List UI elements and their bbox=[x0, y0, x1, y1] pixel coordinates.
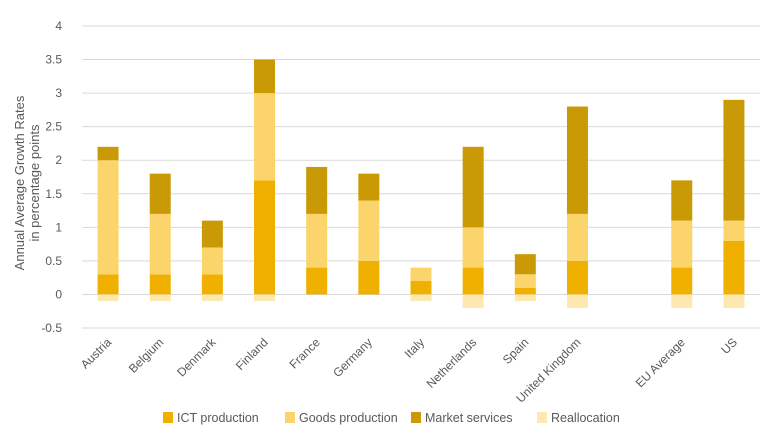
bar-segment bbox=[201, 274, 223, 295]
y-tick-label: -0.5 bbox=[41, 321, 62, 335]
bar-segment bbox=[566, 213, 588, 261]
y-tick-label: 3 bbox=[55, 86, 62, 100]
legend-label: Reallocation bbox=[551, 411, 620, 425]
bar-segment bbox=[306, 213, 328, 268]
x-tick-label: Denmark bbox=[174, 335, 219, 380]
bar-segment bbox=[566, 260, 588, 295]
legend-label: ICT production bbox=[177, 411, 259, 425]
bar-segment bbox=[514, 274, 536, 288]
bar-segment bbox=[514, 287, 536, 295]
y-tick-label: 1 bbox=[55, 220, 62, 234]
y-tick-label: 1.5 bbox=[45, 187, 62, 201]
bar-segment bbox=[723, 240, 745, 295]
bar-segment bbox=[201, 247, 223, 275]
bar-segment bbox=[149, 294, 171, 302]
bar-segment bbox=[462, 227, 484, 268]
y-axis-ticks: -0.5 0 0.5 1 1.5 2 2.5 3 3.5 4 bbox=[41, 19, 62, 335]
bar-segment bbox=[97, 294, 119, 302]
bar-segment bbox=[462, 294, 484, 308]
bar-segment bbox=[462, 267, 484, 295]
x-tick-label: Austria bbox=[78, 335, 115, 372]
x-tick-label: EU Average bbox=[633, 335, 688, 390]
bar-segment bbox=[254, 93, 276, 181]
x-tick-label: Germany bbox=[330, 335, 375, 380]
bar-segment bbox=[410, 294, 432, 302]
y-tick-label: 0.5 bbox=[45, 254, 62, 268]
y-tick-label: 2.5 bbox=[45, 120, 62, 134]
bar-segment bbox=[97, 146, 119, 161]
bar-segment bbox=[254, 180, 276, 295]
x-tick-label: Netherlands bbox=[424, 335, 480, 391]
bar-segment bbox=[254, 294, 276, 302]
bar-segment bbox=[358, 260, 380, 295]
bar-segment bbox=[306, 166, 328, 214]
bar-segment bbox=[566, 106, 588, 214]
y-tick-label: 3.5 bbox=[45, 53, 62, 67]
x-tick-label: US bbox=[718, 335, 740, 357]
bar-segment bbox=[410, 267, 432, 282]
x-tick-label: Finland bbox=[233, 335, 271, 373]
legend-label: Goods production bbox=[299, 411, 398, 425]
y-tick-label: 2 bbox=[55, 153, 62, 167]
legend-swatch bbox=[163, 412, 173, 423]
bars bbox=[97, 59, 745, 308]
bar-segment bbox=[97, 160, 119, 275]
bar-segment bbox=[410, 281, 432, 295]
bar-segment bbox=[358, 200, 380, 261]
bar-segment bbox=[671, 267, 693, 295]
bar-segment bbox=[671, 294, 693, 308]
bar-segment bbox=[671, 180, 693, 221]
bar-segment bbox=[723, 294, 745, 308]
bar-segment bbox=[97, 274, 119, 295]
bar-segment bbox=[566, 294, 588, 308]
bar-segment bbox=[306, 267, 328, 295]
y-tick-label: 4 bbox=[55, 19, 62, 33]
legend-label: Market services bbox=[425, 411, 513, 425]
legend: ICT production Goods production Market ser… bbox=[163, 411, 620, 425]
legend-swatch bbox=[537, 412, 547, 423]
x-tick-label: Spain bbox=[500, 335, 532, 367]
bar-segment bbox=[254, 59, 276, 94]
bar-segment bbox=[723, 220, 745, 241]
bar-segment bbox=[671, 220, 693, 268]
bar-segment bbox=[201, 294, 223, 302]
y-tick-label: 0 bbox=[55, 287, 62, 301]
bar-segment bbox=[462, 146, 484, 228]
x-axis-ticks: Austria Belgium Denmark Finland France German… bbox=[78, 335, 740, 406]
x-tick-label: Italy bbox=[402, 335, 427, 360]
bar-segment bbox=[723, 99, 745, 221]
bar-segment bbox=[201, 220, 223, 248]
bar-segment bbox=[149, 274, 171, 295]
x-tick-label: Belgium bbox=[126, 335, 167, 376]
y-axis-label: Annual Average Growth Ratesin percentage… bbox=[12, 95, 42, 270]
x-tick-label: France bbox=[286, 335, 323, 372]
bar-segment bbox=[358, 173, 380, 201]
legend-swatch bbox=[411, 412, 421, 423]
bar-segment bbox=[514, 254, 536, 275]
bar-segment bbox=[149, 173, 171, 214]
gridlines bbox=[82, 25, 760, 329]
bar-segment bbox=[514, 294, 536, 302]
legend-swatch bbox=[285, 412, 295, 423]
bar-segment bbox=[149, 213, 171, 275]
